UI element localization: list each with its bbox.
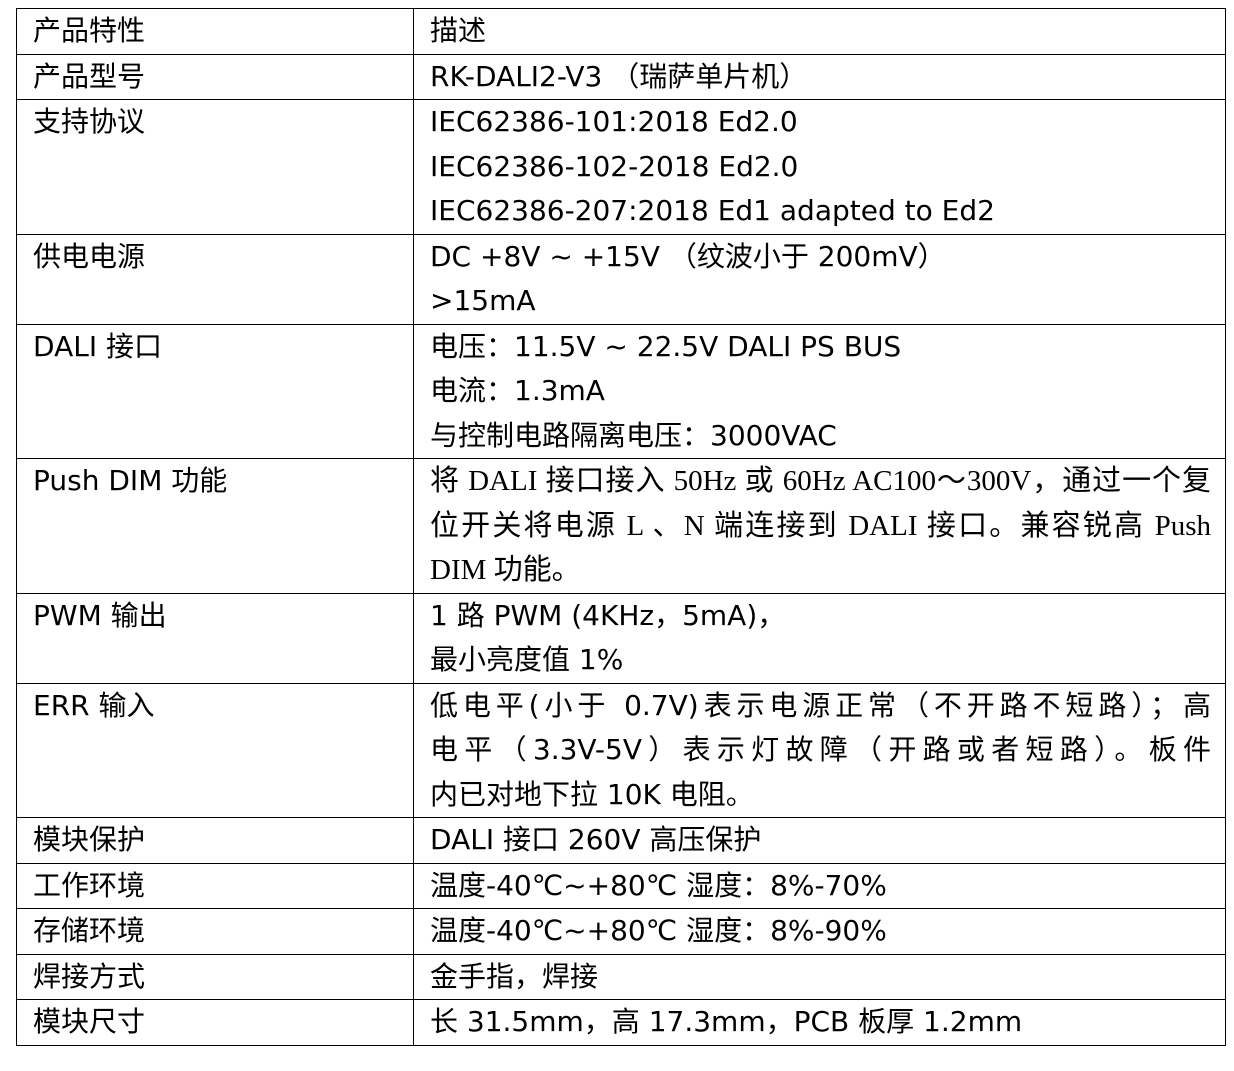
description-line: 最小亮度值 1% xyxy=(430,643,624,676)
property-cell: Push DIM 功能 xyxy=(16,458,414,594)
description-line: DALI 接口 260V 高压保护 xyxy=(430,823,762,856)
spec-table: 产品特性 描述 产品型号 RK-DALI2-V3 （瑞萨单片机） 支持协议 IEC6238… xyxy=(16,8,1226,1046)
description-line: >15mA xyxy=(430,284,536,317)
description-line: 位开关将电源 L 、N 端连接到 DALI 接口。兼容锐高 Push xyxy=(430,509,1211,542)
description-line: DC +8V ~ +15V （纹波小于 200mV） xyxy=(430,239,946,273)
description-line: 将 DALI 接口接入 50Hz 或 60Hz AC100～300V，通过一个复 xyxy=(430,465,1211,497)
description-line: RK-DALI2-V3 （瑞萨单片机） xyxy=(430,59,808,93)
description-cell: 温度-40℃~+80℃ 湿度：8%-70% xyxy=(413,862,1226,909)
property-cell: 支持协议 xyxy=(16,99,414,235)
table-row: 产品型号 RK-DALI2-V3 （瑞萨单片机） xyxy=(16,53,1226,100)
property-cell: 焊接方式 xyxy=(16,953,414,1000)
description-cell: 1 路 PWM (4KHz，5mA)， 最小亮度值 1% xyxy=(413,592,1226,684)
table-row: DALI 接口 电压：11.5V ~ 22.5V DALI PS BUS 电流：1.… xyxy=(16,323,1226,459)
description-line: 金手指，焊接 xyxy=(430,959,599,993)
table-row: Push DIM 功能将 DALI 接口接入 50Hz 或 60Hz AC100… xyxy=(16,458,1226,594)
description-line: IEC62386-207:2018 Ed1 adapted to Ed2 xyxy=(430,194,995,227)
description-cell: IEC62386-101:2018 Ed2.0 IEC62386-102-2018… xyxy=(413,99,1226,235)
description-line: 电流：1.3mA xyxy=(430,374,605,407)
description-cell: 电压：11.5V ~ 22.5V DALI PS BUS 电流：1.3mA 与控制电… xyxy=(413,323,1226,459)
property-cell: 产品特性 xyxy=(16,8,414,55)
property-cell: 模块尺寸 xyxy=(16,999,414,1046)
description-cell: 长 31.5mm，高 17.3mm，PCB 板厚 1.2mm xyxy=(413,999,1226,1046)
property-cell: ERR 输入 xyxy=(16,682,414,818)
table-row: 焊接方式 金手指，焊接 xyxy=(16,953,1226,1000)
table-row: ERR 输入 低电平(小于 0.7V)表示电源正常（不开路不短路）；高 电平（3.3… xyxy=(16,682,1226,818)
table-row: 支持协议 IEC62386-101:2018 Ed2.0 IEC62386-102-… xyxy=(16,99,1226,235)
table-row: 存储环境 温度-40℃~+80℃ 湿度：8%-90% xyxy=(16,908,1226,955)
description-line: 长 31.5mm，高 17.3mm，PCB 板厚 1.2mm xyxy=(430,1005,1023,1038)
description-line: 低电平(小于 0.7V)表示电源正常（不开路不短路）；高 xyxy=(430,688,1211,722)
description-line: 电压：11.5V ~ 22.5V DALI PS BUS xyxy=(430,329,902,363)
description-cell: RK-DALI2-V3 （瑞萨单片机） xyxy=(413,53,1226,100)
description-cell: DC +8V ~ +15V （纹波小于 200mV） >15mA xyxy=(413,233,1226,325)
description-cell: 将 DALI 接口接入 50Hz 或 60Hz AC100～300V，通过一个复… xyxy=(413,458,1226,594)
description-cell: 描述 xyxy=(413,8,1226,55)
table-row: 工作环境 温度-40℃~+80℃ 湿度：8%-70% xyxy=(16,862,1226,909)
description-line: 与控制电路隔离电压：3000VAC xyxy=(430,418,837,452)
property-cell: 存储环境 xyxy=(16,908,414,955)
table-row: 供电电源 DC +8V ~ +15V （纹波小于 200mV） >15mA xyxy=(16,233,1226,325)
description-line: DIM 功能。 xyxy=(430,554,581,586)
description-cell: 金手指，焊接 xyxy=(413,953,1226,1000)
description-line: 温度-40℃~+80℃ 湿度：8%-70% xyxy=(430,868,887,902)
description-line: 描述 xyxy=(430,14,487,47)
description-line: IEC62386-101:2018 Ed2.0 xyxy=(430,105,798,138)
property-cell: 模块保护 xyxy=(16,817,414,864)
property-cell: PWM 输出 xyxy=(16,592,414,684)
description-cell: 低电平(小于 0.7V)表示电源正常（不开路不短路）；高 电平（3.3V-5V）表… xyxy=(413,682,1226,818)
table-row: 模块尺寸长 31.5mm，高 17.3mm，PCB 板厚 1.2mm xyxy=(16,999,1226,1046)
description-cell: DALI 接口 260V 高压保护 xyxy=(413,817,1226,864)
description-line: 1 路 PWM (4KHz，5mA)， xyxy=(430,598,786,632)
property-cell: 产品型号 xyxy=(16,53,414,100)
property-cell: 工作环境 xyxy=(16,862,414,909)
property-cell: DALI 接口 xyxy=(16,323,414,459)
description-line: 电平（3.3V-5V）表示灯故障（开路或者短路）。板件 xyxy=(430,733,1211,766)
table-row: 模块保护 DALI 接口 260V 高压保护 xyxy=(16,817,1226,864)
table-header-row: 产品特性 描述 xyxy=(16,8,1226,55)
description-cell: 温度-40℃~+80℃ 湿度：8%-90% xyxy=(413,908,1226,955)
description-line: 内已对地下拉 10K 电阻。 xyxy=(430,777,754,811)
property-cell: 供电电源 xyxy=(16,233,414,325)
description-line: 温度-40℃~+80℃ 湿度：8%-90% xyxy=(430,914,887,947)
table-row: PWM 输出 1 路 PWM (4KHz，5mA)， 最小亮度值 1% xyxy=(16,592,1226,684)
description-line: IEC62386-102-2018 Ed2.0 xyxy=(430,149,799,183)
